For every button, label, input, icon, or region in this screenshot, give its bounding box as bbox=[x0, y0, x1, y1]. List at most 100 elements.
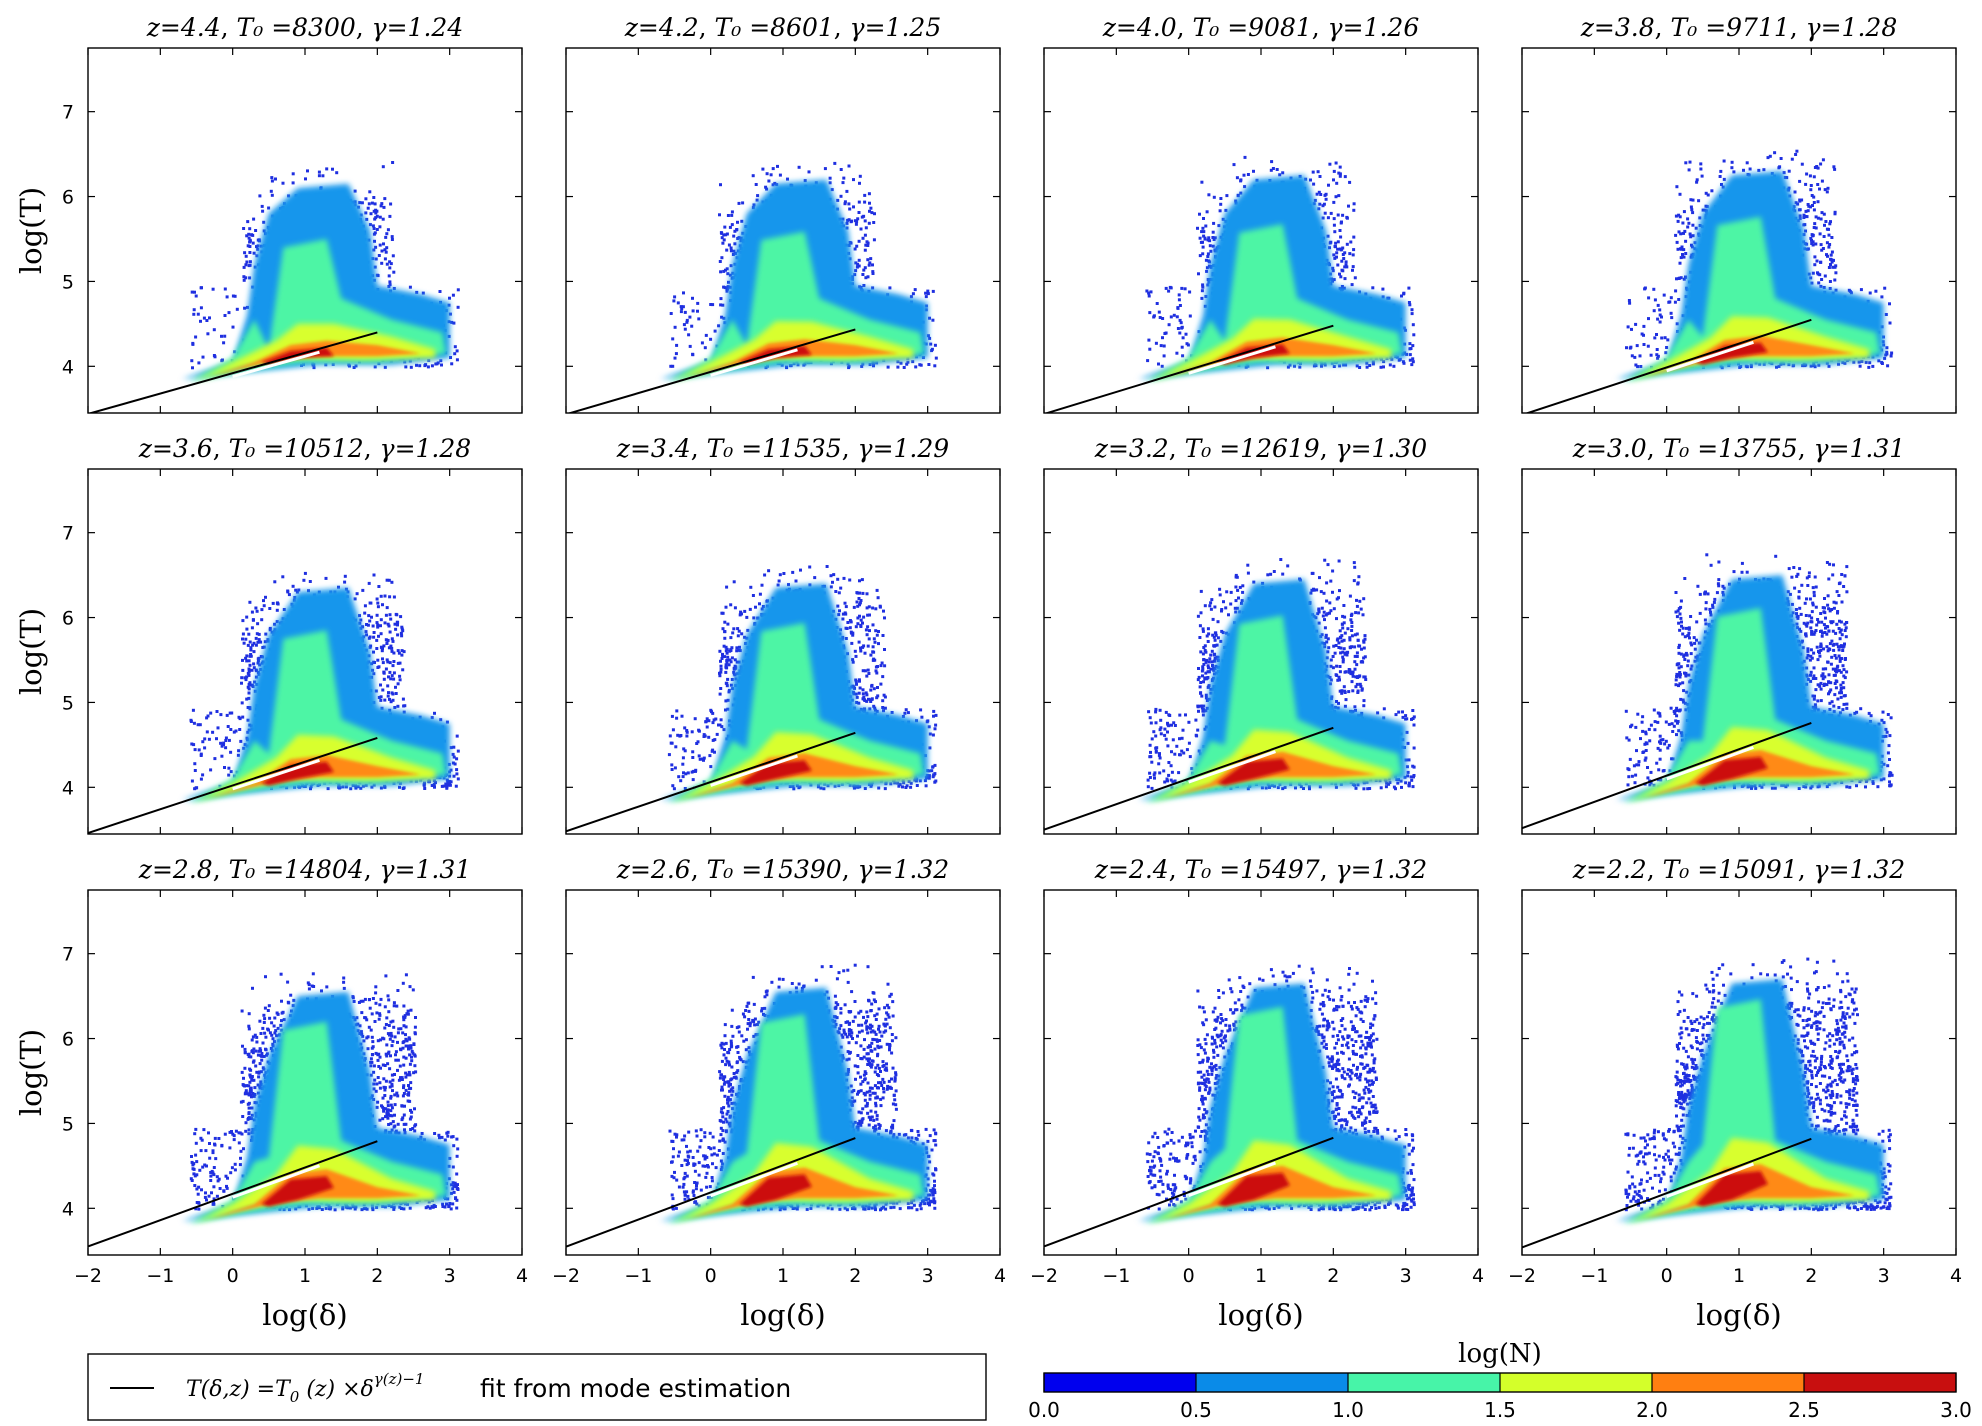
panel-title: z=3.4, T₀ =11535, γ=1.29 bbox=[616, 434, 949, 463]
panel-title: z=3.6, T₀ =10512, γ=1.28 bbox=[138, 434, 471, 463]
ridge-highlight bbox=[1666, 745, 1754, 781]
panel-title-z: z=3.2 bbox=[1094, 434, 1169, 463]
panel-title: z=2.2, T₀ =15091, γ=1.32 bbox=[1572, 855, 1905, 884]
y-axis-label: log(T) bbox=[14, 187, 48, 274]
x-tick-label: 3 bbox=[444, 1265, 456, 1287]
x-axis-label: log(δ) bbox=[740, 1298, 825, 1332]
panel-title-z: z=4.0 bbox=[1102, 13, 1177, 42]
panel: z=3.4, T₀ =11535, γ=1.29 bbox=[565, 434, 1001, 835]
x-tick-label: 0 bbox=[1661, 1265, 1673, 1287]
x-tick-label: 4 bbox=[516, 1265, 528, 1287]
panel-title: z=2.6, T₀ =15390, γ=1.32 bbox=[616, 855, 949, 884]
ridge-highlight bbox=[1188, 750, 1276, 784]
panel-title-t0: T₀ =9711 bbox=[1671, 13, 1790, 42]
colorbar-tick-label: 2.5 bbox=[1788, 1398, 1820, 1422]
panel-title-t0: T₀ =15091 bbox=[1663, 855, 1798, 884]
level-5-region bbox=[1217, 758, 1290, 786]
x-tick-label: −2 bbox=[1508, 1265, 1536, 1287]
panel-title-z: z=3.8 bbox=[1580, 13, 1655, 42]
level-4-region bbox=[689, 753, 899, 798]
panel: 4 5 6 7 z=3.6, T₀ =10512, γ=1.28 log(T) bbox=[14, 434, 523, 835]
y-tick-label: 6 bbox=[62, 608, 74, 630]
x-tick-label: 2 bbox=[371, 1265, 383, 1287]
panel-title-t0: T₀ =15390 bbox=[707, 855, 842, 884]
panel-title-gamma: γ=1.32 bbox=[1814, 855, 1906, 884]
panel-title-gamma: γ=1.31 bbox=[1814, 434, 1906, 463]
panel-title: z=4.2, T₀ =8601, γ=1.25 bbox=[624, 13, 941, 42]
level-4-region bbox=[1645, 335, 1855, 377]
panel: −2 −1 0 1 2 3 4 z=2.4, T₀ =15497, γ=1.32 log(δ) bbox=[1030, 855, 1484, 1332]
density-map bbox=[88, 972, 460, 1248]
x-tick-label: 3 bbox=[922, 1265, 934, 1287]
fit-line bbox=[88, 736, 378, 834]
x-tick-label: 4 bbox=[994, 1265, 1006, 1287]
level-5-region bbox=[1695, 756, 1768, 786]
panel-title-t0: T₀ =11535 bbox=[707, 434, 842, 463]
colorbar-segment bbox=[1348, 1373, 1501, 1392]
panel-grid: 4 5 6 7 z=4.4, T₀ =8300, γ=1.24 log(T) z=4.2, … bbox=[14, 13, 1962, 1332]
panel-title-z: z=2.8 bbox=[138, 855, 213, 884]
density-map bbox=[1524, 149, 1894, 413]
panel: z=3.0, T₀ =13755, γ=1.31 bbox=[1521, 434, 1957, 835]
colorbar-segment bbox=[1044, 1373, 1197, 1392]
density-map bbox=[88, 571, 460, 834]
level-2-region bbox=[667, 1014, 924, 1224]
y-tick-label: 6 bbox=[62, 1029, 74, 1051]
panel: z=3.8, T₀ =9711, γ=1.28 bbox=[1521, 13, 1957, 414]
density-map bbox=[566, 963, 938, 1248]
panel-title-gamma: γ=1.26 bbox=[1328, 13, 1420, 42]
panel: z=3.2, T₀ =12619, γ=1.30 bbox=[1043, 434, 1479, 835]
x-tick-label: 2 bbox=[1327, 1265, 1339, 1287]
y-tick-label: 4 bbox=[62, 1198, 74, 1220]
panel-title-gamma: γ=1.30 bbox=[1336, 434, 1428, 463]
x-tick-label: −1 bbox=[1102, 1265, 1130, 1287]
x-tick-label: 2 bbox=[849, 1265, 861, 1287]
level-5-region bbox=[739, 1174, 812, 1207]
x-tick-label: 0 bbox=[227, 1265, 239, 1287]
colorbar-tick-label: 1.5 bbox=[1484, 1398, 1516, 1422]
x-tick-label: −1 bbox=[146, 1265, 174, 1287]
panel-title-z: z=2.4 bbox=[1094, 855, 1169, 884]
x-tick-label: 3 bbox=[1878, 1265, 1890, 1287]
colorbar-segment bbox=[1804, 1373, 1957, 1392]
panel-title-gamma: γ=1.28 bbox=[380, 434, 472, 463]
x-axis-label: log(δ) bbox=[1218, 1298, 1303, 1332]
level-5-region bbox=[1695, 342, 1768, 365]
legend-text: fit from mode estimation bbox=[480, 1374, 791, 1403]
panel-title-gamma: γ=1.29 bbox=[858, 434, 950, 463]
x-tick-label: −1 bbox=[624, 1265, 652, 1287]
density-map bbox=[1044, 558, 1416, 831]
colorbar-tick-label: 0.0 bbox=[1028, 1398, 1060, 1422]
level-4-region bbox=[1167, 751, 1377, 798]
density-map bbox=[566, 161, 938, 413]
colorbar-segment bbox=[1500, 1373, 1653, 1392]
ridge-highlight bbox=[232, 758, 320, 791]
x-axis-label: log(δ) bbox=[1696, 1298, 1781, 1332]
panel-title-z: z=2.2 bbox=[1572, 855, 1647, 884]
panel-title: z=3.0, T₀ =13755, γ=1.31 bbox=[1572, 434, 1905, 463]
level-5-region bbox=[261, 1176, 334, 1207]
x-tick-label: 2 bbox=[1805, 1265, 1817, 1287]
fit-line bbox=[1044, 1136, 1334, 1248]
x-tick-label: 4 bbox=[1950, 1265, 1962, 1287]
y-axis-label: log(T) bbox=[14, 608, 48, 695]
panel-title-t0: T₀ =9081 bbox=[1193, 13, 1312, 42]
x-axis-label: log(δ) bbox=[262, 1298, 347, 1332]
density-map bbox=[1044, 964, 1416, 1248]
panel-title-gamma: γ=1.32 bbox=[858, 855, 950, 884]
colorbar-label: log(N) bbox=[1458, 1339, 1542, 1369]
fit-line bbox=[566, 731, 856, 833]
level-2-region bbox=[1145, 1006, 1402, 1224]
y-axis-label: log(T) bbox=[14, 1029, 48, 1116]
colorbar-segment bbox=[1652, 1373, 1805, 1392]
panel-title-t0: T₀ =8300 bbox=[237, 13, 356, 42]
level-4-region bbox=[1645, 750, 1855, 798]
panel: z=4.0, T₀ =9081, γ=1.26 bbox=[1043, 13, 1479, 414]
panel-title: z=3.2, T₀ =12619, γ=1.30 bbox=[1094, 434, 1427, 463]
panel-title-t0: T₀ =15497 bbox=[1185, 855, 1320, 884]
x-tick-label: 0 bbox=[705, 1265, 717, 1287]
y-tick-label: 5 bbox=[62, 1113, 74, 1135]
y-tick-label: 6 bbox=[62, 187, 74, 209]
level-5-region bbox=[739, 760, 812, 786]
panel-title-t0: T₀ =8601 bbox=[715, 13, 834, 42]
